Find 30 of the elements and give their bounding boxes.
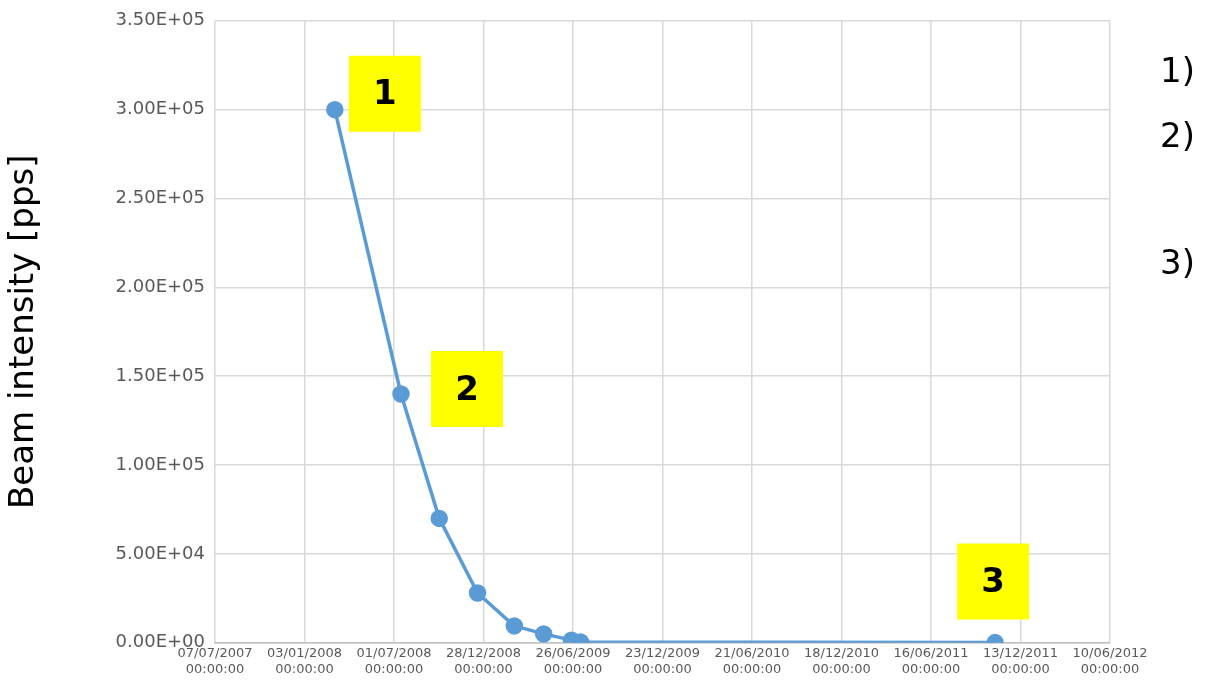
x-tick-label: 01/07/2008 00:00:00: [356, 644, 432, 676]
point: [326, 100, 344, 119]
y-tick-label: 1.50E+05: [115, 363, 205, 385]
x-tick-label: 13/12/2011 00:00:00: [983, 644, 1058, 676]
point: [430, 509, 448, 528]
x-tick-label: 18/12/2010 00:00:00: [804, 644, 879, 676]
point: [505, 617, 524, 635]
x-tick-label: 21/06/2010 00:00:00: [714, 644, 790, 676]
y-tick-label: 3.00E+05: [115, 97, 205, 119]
y-tick-label: 3.50E+05: [115, 8, 205, 30]
x-tick-label: 23/12/2009 00:00:00: [625, 644, 700, 676]
annotation: 1: [372, 72, 397, 113]
x-tick-label: 10/06/2012 00:00:00: [1072, 644, 1148, 676]
y-tick-label: 5.00E+04: [115, 541, 205, 563]
point: [392, 385, 410, 403]
annotation: 2: [455, 367, 479, 408]
x-tick-label: 03/01/2008 00:00:00: [267, 644, 342, 676]
x-tick-label: 16/06/2011 00:00:00: [893, 644, 969, 676]
annotation: 3: [981, 560, 1005, 601]
y-tick-label: 2.50E+05: [115, 186, 205, 208]
point: [534, 625, 553, 643]
y-axis-title: Beam intensity [pps]: [1, 154, 42, 510]
x-tick-label: 28/12/2008 00:00:00: [446, 644, 521, 676]
y-tick-label: 1.00E+05: [115, 452, 205, 474]
point: [468, 584, 487, 602]
y-tick-label: 2.00E+05: [115, 275, 205, 297]
text: 2): [1160, 115, 1195, 155]
text: 1): [1160, 50, 1195, 90]
x-tick-label: 26/06/2009 00:00:00: [535, 644, 611, 676]
text: 3): [1160, 242, 1195, 282]
